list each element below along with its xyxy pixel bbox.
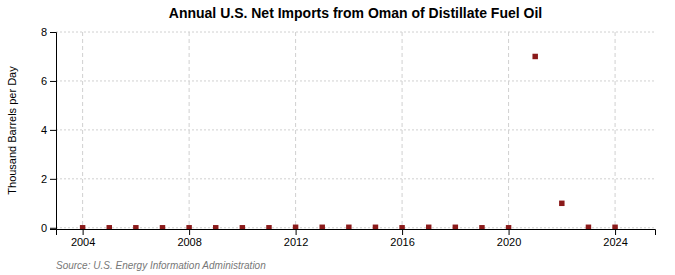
tick: 2020 <box>497 229 521 248</box>
tick-label: 2016 <box>390 236 414 248</box>
tick-label: 2020 <box>497 236 521 248</box>
point <box>479 225 484 229</box>
y-axis: 0 2 4 6 8 <box>41 26 57 234</box>
tick-label: 6 <box>41 75 47 87</box>
point <box>160 225 165 229</box>
grid-line <box>615 32 616 229</box>
tick: 0 <box>41 222 56 234</box>
grid-line <box>82 32 83 229</box>
point <box>213 225 218 229</box>
tick-mark <box>50 179 56 180</box>
tick-mark <box>615 229 616 235</box>
tick-label: 0 <box>41 222 47 234</box>
point <box>346 225 351 229</box>
point <box>612 225 617 229</box>
grid-line <box>402 32 403 229</box>
point <box>80 225 85 229</box>
tick-label: 2 <box>41 173 47 185</box>
tick-label: 2008 <box>177 236 201 248</box>
tick: 2016 <box>390 229 414 248</box>
tick-mark <box>50 32 56 33</box>
tick-label: 2012 <box>284 236 308 248</box>
axis-line <box>57 230 656 236</box>
tick: 8 <box>41 26 56 38</box>
point <box>266 225 271 229</box>
tick: 2008 <box>177 229 201 248</box>
grid <box>56 32 655 229</box>
grid-line <box>508 32 509 229</box>
tick-mark <box>50 81 56 82</box>
source: Source: U.S. Energy Information Administ… <box>56 260 266 271</box>
point <box>319 225 324 229</box>
tick-label: 4 <box>41 124 47 136</box>
tick-mark <box>189 229 190 235</box>
plot: 2004 2008 2012 2016 2020 2024 0 2 4 6 8 <box>41 26 656 248</box>
grid-line <box>56 80 655 81</box>
y-axis-title: Thousand Barrels per Day <box>6 66 18 195</box>
points <box>80 54 618 229</box>
point <box>133 225 138 229</box>
point <box>293 225 298 229</box>
point <box>506 225 511 229</box>
point <box>453 225 458 229</box>
grid-line <box>56 129 655 130</box>
grid-line <box>56 178 655 179</box>
grid-line <box>295 32 296 229</box>
tick-label: 8 <box>41 26 47 38</box>
point <box>399 225 404 229</box>
tick: 2024 <box>603 229 627 248</box>
tick-mark <box>83 229 84 235</box>
point <box>240 225 245 229</box>
point <box>107 225 112 229</box>
tick-mark <box>50 228 56 229</box>
title: Annual U.S. Net Imports from Oman of Dis… <box>169 5 542 21</box>
tick-mark <box>296 229 297 235</box>
grid-line <box>56 227 655 228</box>
tick: 2004 <box>71 229 95 248</box>
chart: 2004 2008 2012 2016 2020 2024 0 2 4 6 8 Annual U.S.… <box>0 0 675 275</box>
point <box>559 201 564 206</box>
tick-mark <box>402 229 403 235</box>
tick-mark <box>50 130 56 131</box>
tick: 2 <box>41 173 56 185</box>
tick-label: 2024 <box>603 236 627 248</box>
point <box>373 225 378 229</box>
point <box>186 225 191 229</box>
point <box>586 225 591 229</box>
tick: 6 <box>41 75 56 87</box>
tick-label: 2004 <box>71 236 95 248</box>
tick: 4 <box>41 124 56 136</box>
point <box>426 225 431 229</box>
point <box>532 54 537 59</box>
x-axis: 2004 2008 2012 2016 2020 2024 <box>57 229 656 248</box>
tick: 2012 <box>284 229 308 248</box>
grid-line <box>56 32 655 33</box>
axis-line <box>50 33 57 230</box>
tick-mark <box>509 229 510 235</box>
grid-line <box>189 32 190 229</box>
